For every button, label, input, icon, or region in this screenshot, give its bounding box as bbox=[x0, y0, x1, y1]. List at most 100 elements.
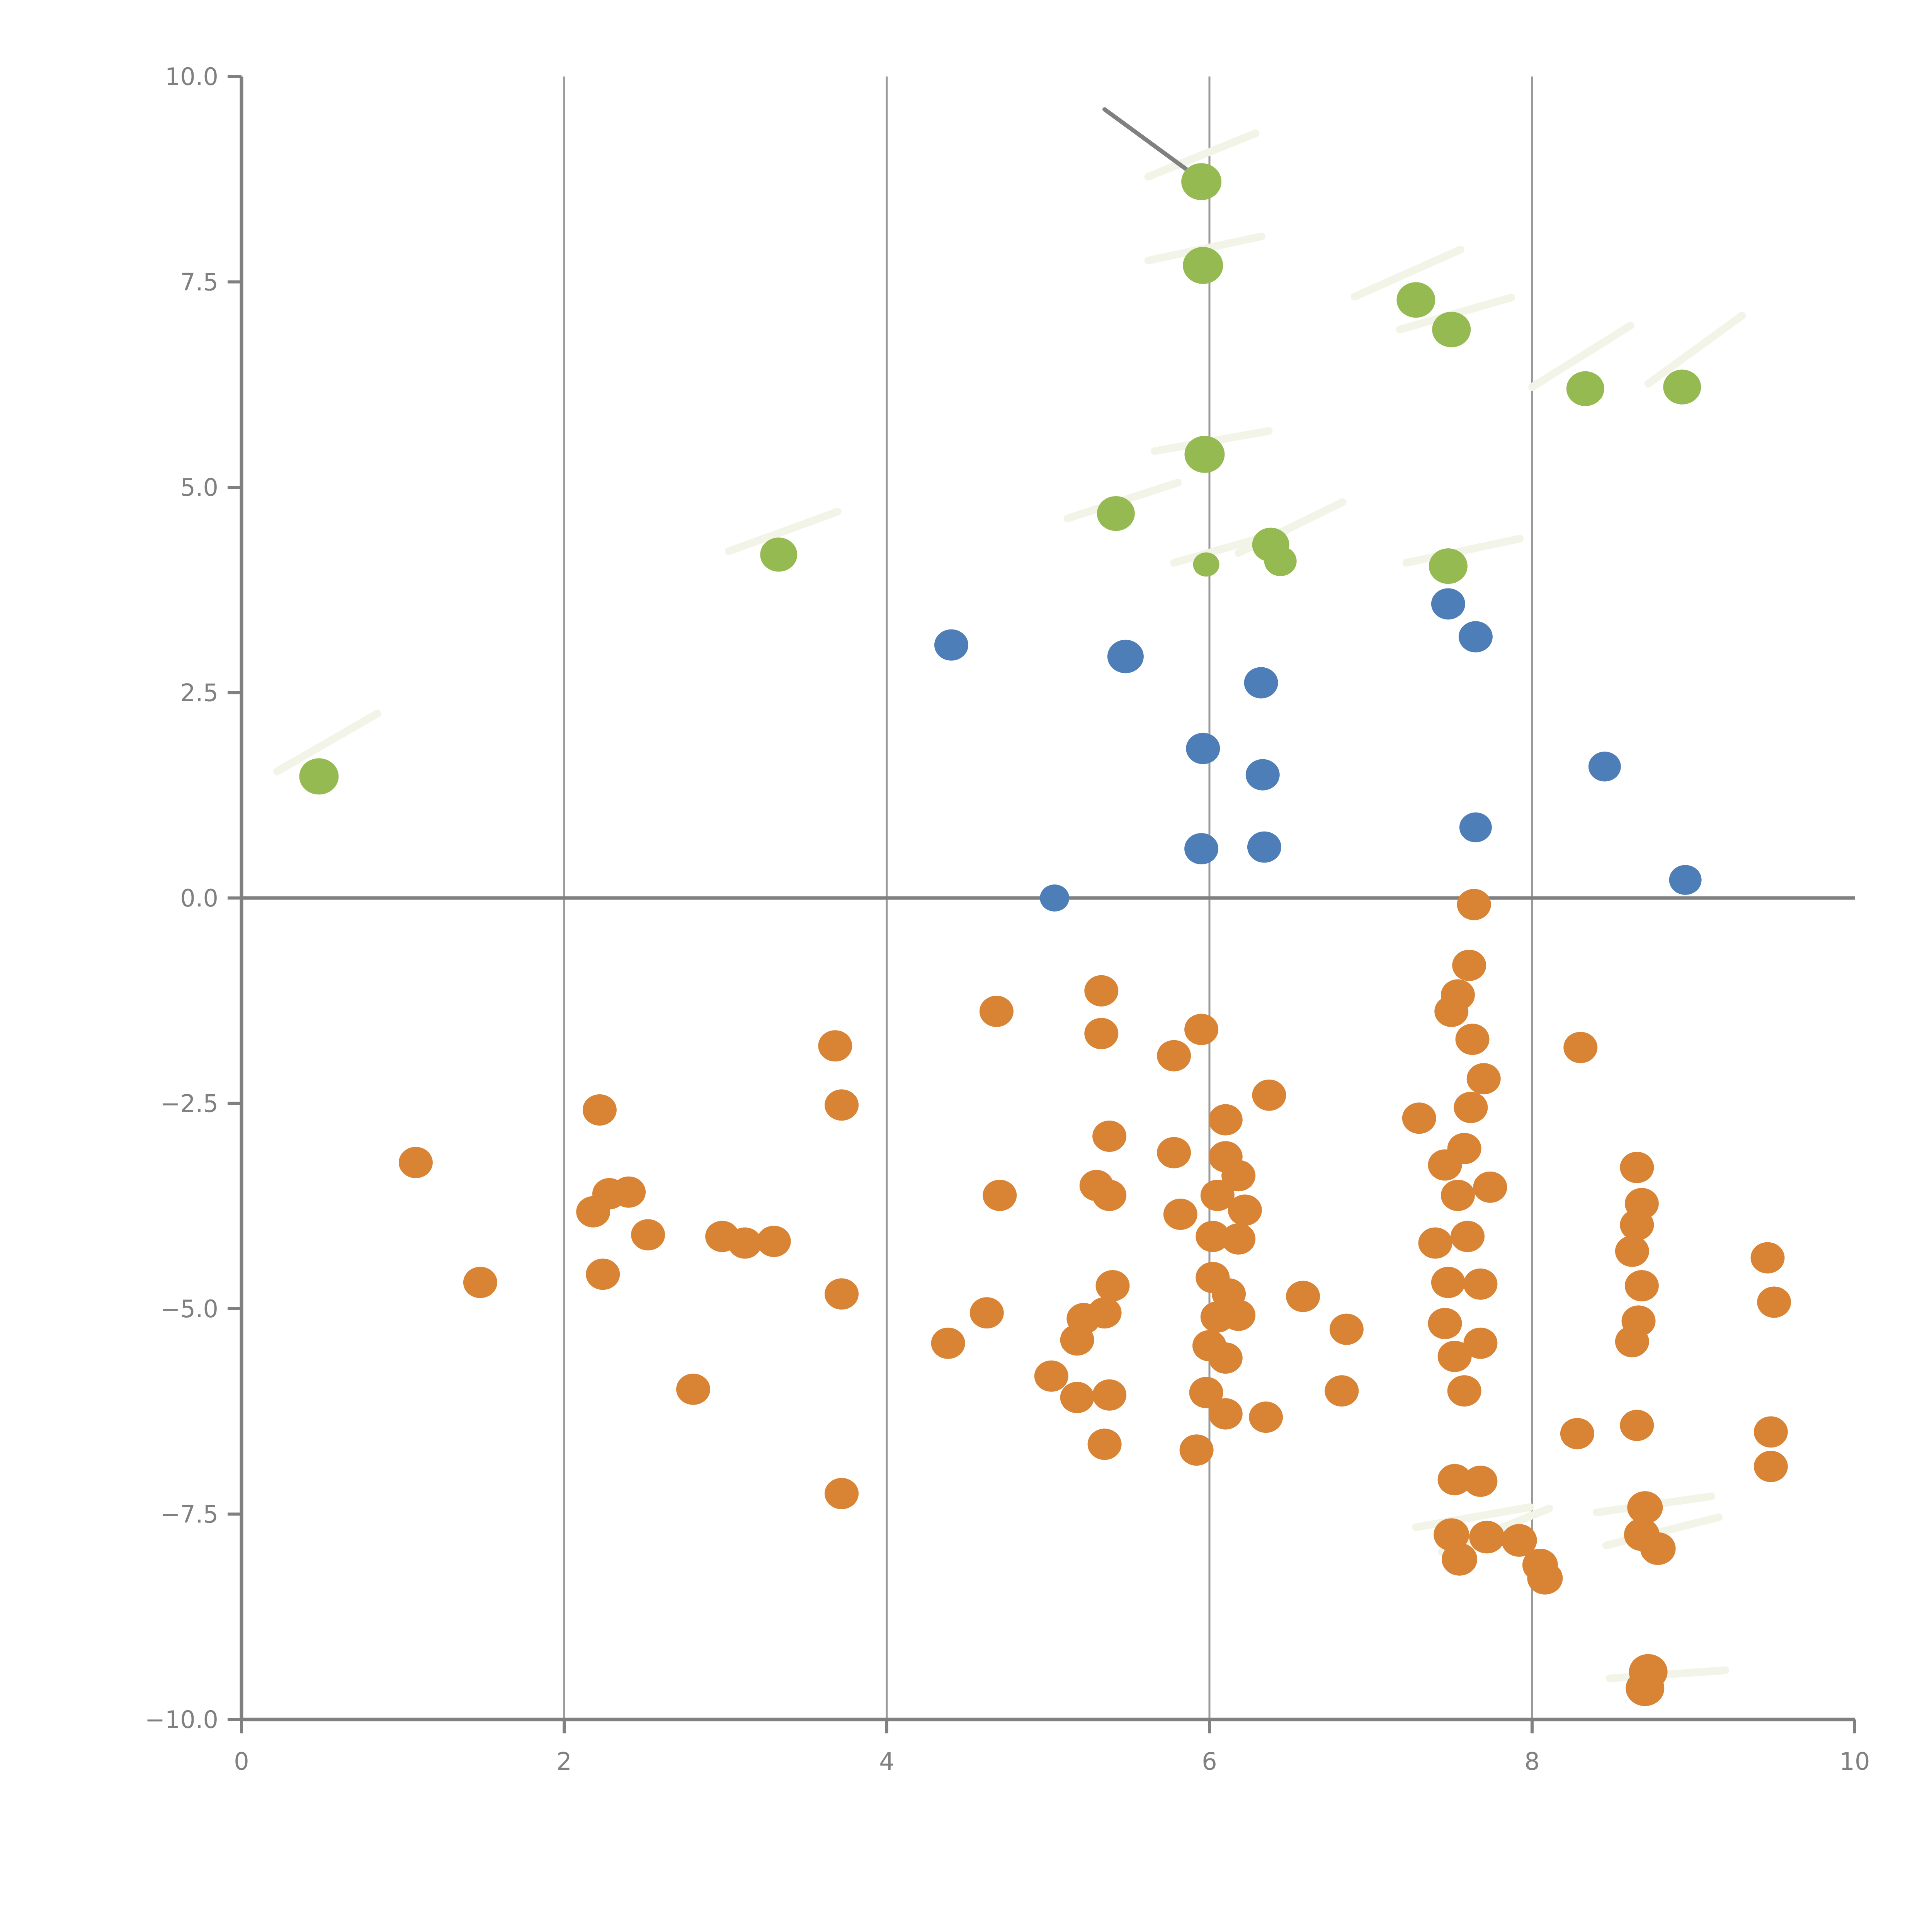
data-point[interactable] bbox=[1418, 1227, 1452, 1259]
data-point[interactable] bbox=[1437, 1464, 1472, 1495]
data-point[interactable] bbox=[1442, 1543, 1478, 1576]
data-point[interactable] bbox=[1092, 1121, 1127, 1152]
data-point[interactable] bbox=[1252, 1079, 1286, 1111]
data-point[interactable] bbox=[825, 1089, 859, 1121]
data-point[interactable] bbox=[1434, 995, 1469, 1027]
data-point[interactable] bbox=[1527, 1562, 1563, 1595]
data-point[interactable] bbox=[1620, 1410, 1654, 1441]
data-point[interactable] bbox=[760, 537, 798, 572]
data-point[interactable] bbox=[728, 1227, 762, 1259]
data-point[interactable] bbox=[1452, 949, 1486, 981]
data-point[interactable] bbox=[1186, 733, 1220, 764]
data-point[interactable] bbox=[463, 1267, 497, 1298]
data-point[interactable] bbox=[934, 629, 968, 661]
data-point[interactable] bbox=[1095, 1270, 1130, 1301]
data-point[interactable] bbox=[969, 1297, 1004, 1329]
data-point[interactable] bbox=[1669, 865, 1702, 895]
data-point[interactable] bbox=[586, 1259, 620, 1290]
data-point[interactable] bbox=[1434, 1518, 1469, 1551]
data-point[interactable] bbox=[1440, 1180, 1475, 1211]
data-point[interactable] bbox=[1753, 1451, 1788, 1482]
data-point[interactable] bbox=[1092, 1379, 1127, 1411]
data-point[interactable] bbox=[1463, 1327, 1498, 1359]
data-point[interactable] bbox=[1193, 552, 1219, 577]
data-point[interactable] bbox=[676, 1373, 710, 1405]
data-point[interactable] bbox=[1286, 1281, 1320, 1312]
data-point[interactable] bbox=[1107, 639, 1144, 673]
data-point[interactable] bbox=[1463, 1465, 1498, 1497]
data-point[interactable] bbox=[1157, 1137, 1191, 1168]
data-point[interactable] bbox=[1221, 1160, 1256, 1192]
data-point[interactable] bbox=[1753, 1416, 1788, 1448]
data-point[interactable] bbox=[1663, 369, 1701, 405]
data-point[interactable] bbox=[612, 1176, 646, 1208]
data-point[interactable] bbox=[1451, 1221, 1485, 1252]
data-point[interactable] bbox=[1244, 667, 1278, 699]
data-point[interactable] bbox=[1454, 1092, 1488, 1123]
data-point[interactable] bbox=[931, 1327, 965, 1359]
data-point[interactable] bbox=[1264, 546, 1297, 576]
data-point[interactable] bbox=[1184, 436, 1225, 473]
data-point[interactable] bbox=[983, 1180, 1017, 1211]
data-point[interactable] bbox=[582, 1094, 617, 1126]
data-point[interactable] bbox=[1208, 1398, 1243, 1430]
data-point[interactable] bbox=[1184, 1014, 1219, 1045]
data-point[interactable] bbox=[825, 1278, 859, 1310]
data-point[interactable] bbox=[1750, 1242, 1785, 1274]
data-point[interactable] bbox=[1627, 1491, 1663, 1524]
data-point[interactable] bbox=[1163, 1199, 1197, 1230]
data-point[interactable] bbox=[1189, 1377, 1223, 1408]
data-point[interactable] bbox=[1087, 1429, 1122, 1460]
data-point[interactable] bbox=[1432, 311, 1471, 347]
data-point[interactable] bbox=[1588, 752, 1621, 782]
data-point[interactable] bbox=[1184, 833, 1219, 864]
data-point[interactable] bbox=[1459, 812, 1492, 842]
data-point[interactable] bbox=[1563, 1032, 1598, 1063]
data-point[interactable] bbox=[1428, 1308, 1462, 1339]
data-point[interactable] bbox=[825, 1478, 859, 1509]
data-point[interactable] bbox=[1329, 1313, 1364, 1345]
data-point[interactable] bbox=[1466, 1063, 1501, 1095]
data-point[interactable] bbox=[1757, 1286, 1791, 1318]
data-point[interactable] bbox=[1402, 1102, 1436, 1134]
data-point[interactable] bbox=[1447, 1375, 1481, 1407]
data-point[interactable] bbox=[576, 1196, 611, 1228]
data-point[interactable] bbox=[1208, 1104, 1243, 1136]
data-point[interactable] bbox=[398, 1147, 433, 1179]
data-point[interactable] bbox=[299, 758, 339, 795]
data-point[interactable] bbox=[1458, 621, 1493, 653]
data-point[interactable] bbox=[1620, 1209, 1654, 1241]
data-point[interactable] bbox=[1221, 1223, 1256, 1255]
data-point[interactable] bbox=[1221, 1299, 1256, 1331]
data-point[interactable] bbox=[1084, 1018, 1119, 1049]
data-point[interactable] bbox=[1087, 1297, 1122, 1329]
data-point[interactable] bbox=[1560, 1418, 1594, 1449]
data-point[interactable] bbox=[1325, 1375, 1359, 1407]
data-point[interactable] bbox=[1245, 759, 1280, 791]
data-point[interactable] bbox=[1200, 1180, 1235, 1211]
data-point[interactable] bbox=[1247, 831, 1281, 863]
data-point[interactable] bbox=[1196, 1221, 1230, 1252]
data-point[interactable] bbox=[1034, 1360, 1068, 1392]
data-point[interactable] bbox=[1437, 1340, 1472, 1372]
data-point[interactable] bbox=[1228, 1194, 1262, 1226]
data-point[interactable] bbox=[1181, 163, 1222, 200]
data-point[interactable] bbox=[757, 1226, 791, 1257]
data-point[interactable] bbox=[1615, 1235, 1649, 1267]
data-point[interactable] bbox=[1040, 884, 1070, 912]
data-point[interactable] bbox=[1249, 1401, 1283, 1433]
data-point[interactable] bbox=[1455, 1024, 1490, 1055]
data-point[interactable] bbox=[1157, 1040, 1191, 1071]
data-point[interactable] bbox=[979, 995, 1014, 1027]
data-point[interactable] bbox=[1079, 1170, 1114, 1201]
data-point[interactable] bbox=[1624, 1270, 1659, 1301]
data-point[interactable] bbox=[1431, 588, 1465, 620]
data-point[interactable] bbox=[1429, 548, 1468, 584]
data-point[interactable] bbox=[1183, 247, 1223, 284]
data-point[interactable] bbox=[1463, 1268, 1498, 1300]
data-point[interactable] bbox=[1431, 1267, 1465, 1298]
data-point[interactable] bbox=[1208, 1342, 1243, 1374]
data-point[interactable] bbox=[1396, 282, 1435, 318]
data-point[interactable] bbox=[1640, 1532, 1676, 1565]
data-point[interactable] bbox=[1626, 1670, 1665, 1706]
